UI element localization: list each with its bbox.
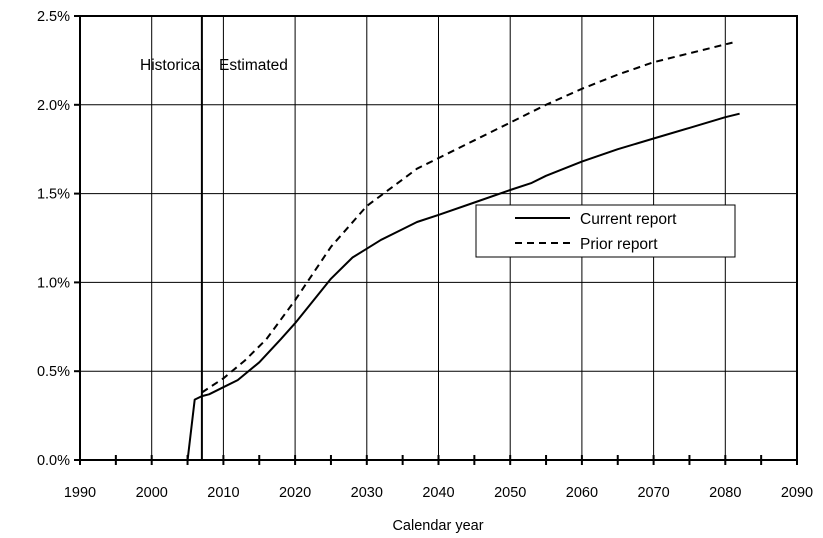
legend: Current report Prior report — [475, 204, 736, 258]
x-tick-label: 2010 — [207, 485, 239, 501]
x-tick-label: 1990 — [64, 485, 96, 501]
y-tick-label: 0.5% — [37, 364, 70, 380]
x-tick-label: 2080 — [709, 485, 741, 501]
y-tick-label: 0.0% — [37, 453, 70, 469]
legend-label-current-report: Current report — [580, 211, 677, 228]
y-tick-label: 1.0% — [37, 275, 70, 291]
y-tick-label: 2.5% — [37, 9, 70, 25]
series-line-current-report — [186, 112, 740, 461]
y-tick-label: 1.5% — [37, 187, 70, 203]
x-tick-label: 2090 — [781, 485, 813, 501]
x-tick-label: 2040 — [422, 485, 454, 501]
y-tick-label: 2.0% — [37, 98, 70, 114]
x-axis-title: Calendar year — [392, 518, 483, 534]
x-tick-label: 2000 — [136, 485, 168, 501]
x-tick-label: 2020 — [279, 485, 311, 501]
tick-layer: 1990 2000 2010 2020 2030 2040 2050 2060 2070 2080… — [37, 9, 813, 501]
x-tick-label: 2060 — [566, 485, 598, 501]
x-tick-label: 2030 — [351, 485, 383, 501]
series-layer — [186, 41, 740, 461]
estimated-annotation: Estimated — [219, 57, 288, 74]
series-line-prior-report — [201, 41, 733, 394]
legend-label-prior-report: Prior report — [580, 236, 658, 253]
x-tick-label: 2070 — [637, 485, 669, 501]
legend-box — [475, 204, 736, 258]
x-tick-label: 2050 — [494, 485, 526, 501]
historical-annotation: Historical — [140, 57, 204, 74]
